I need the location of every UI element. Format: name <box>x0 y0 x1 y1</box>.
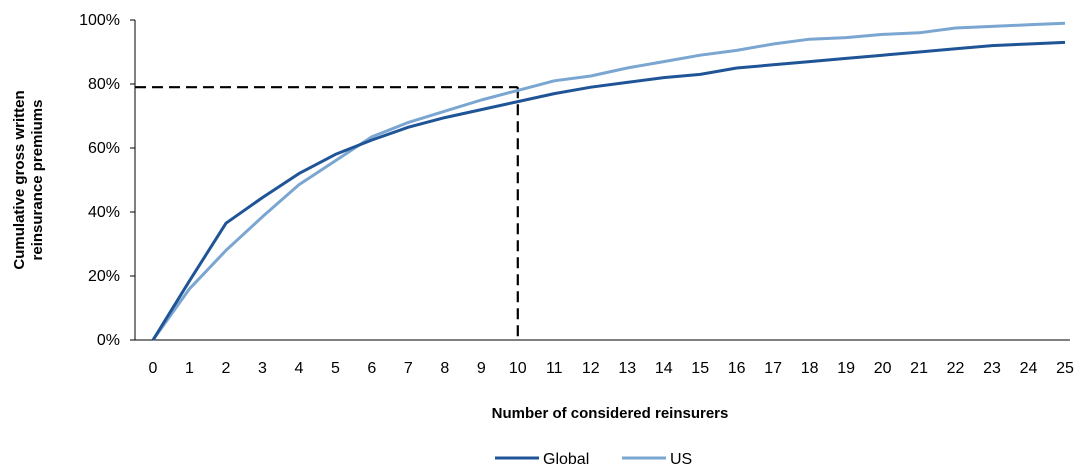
x-tick-label: 18 <box>801 360 819 377</box>
x-tick-label: 15 <box>691 360 709 377</box>
y-axis-title-line-1: Cumulative gross written <box>11 90 28 269</box>
y-tick-label: 60% <box>88 140 120 157</box>
x-tick-label: 14 <box>655 360 673 377</box>
legend: Global US <box>495 451 692 468</box>
y-tick-labels: 0% 20% 40% 60% 80% 100% <box>79 12 120 349</box>
x-tick-label: 2 <box>222 360 231 377</box>
x-tick-label: 6 <box>367 360 376 377</box>
x-tick-label: 1 <box>185 360 194 377</box>
y-tick-label: 80% <box>88 76 120 93</box>
x-tick-label: 25 <box>1056 360 1074 377</box>
x-tick-label: 5 <box>331 360 340 377</box>
x-tick-label: 10 <box>509 360 527 377</box>
x-tick-label: 4 <box>294 360 303 377</box>
x-tick-label: 9 <box>477 360 486 377</box>
x-tick-label: 22 <box>947 360 965 377</box>
legend-label-global: Global <box>543 451 589 468</box>
series-line-global <box>151 40 1066 341</box>
series-lines <box>151 21 1066 341</box>
legend-label-us: US <box>670 451 692 468</box>
y-axis-title-line-2: reinsurance premiums <box>29 100 46 261</box>
y-tick-label: 40% <box>88 204 120 221</box>
y-tick-label: 100% <box>79 12 120 29</box>
x-tick-label: 17 <box>764 360 782 377</box>
y-axis-title: Cumulative gross written reinsurance pre… <box>11 90 46 269</box>
y-tick-label: 20% <box>88 268 120 285</box>
x-tick-label: 21 <box>910 360 928 377</box>
x-tick-label: 3 <box>258 360 267 377</box>
x-tick-label: 8 <box>440 360 449 377</box>
axes <box>130 19 1070 341</box>
x-tick-labels: 0 1 2 3 4 5 6 7 8 9 10 11 12 13 14 15 16 17 18 19 20 21 22 23 24… <box>149 360 1074 377</box>
x-tick-label: 19 <box>837 360 855 377</box>
x-axis-title: Number of considered reinsurers <box>492 405 729 422</box>
y-tick-label: 0% <box>97 332 120 349</box>
x-tick-label: 20 <box>874 360 892 377</box>
x-tick-label: 0 <box>149 360 158 377</box>
x-tick-label: 13 <box>618 360 636 377</box>
x-tick-label: 12 <box>582 360 600 377</box>
x-tick-label: 7 <box>404 360 413 377</box>
x-tick-label: 16 <box>728 360 746 377</box>
x-tick-label: 24 <box>1020 360 1038 377</box>
x-tick-label: 23 <box>983 360 1001 377</box>
series-line-us <box>151 21 1066 341</box>
x-tick-label: 11 <box>546 360 563 377</box>
reference-lines <box>135 86 519 340</box>
